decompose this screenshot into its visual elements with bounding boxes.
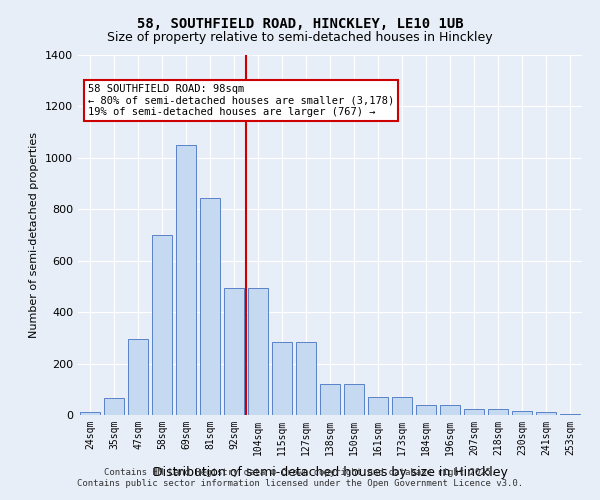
- Bar: [176, 145, 196, 415]
- Bar: [344, 384, 364, 415]
- Bar: [248, 288, 268, 415]
- Bar: [80, 412, 100, 415]
- Text: Size of property relative to semi-detached houses in Hinckley: Size of property relative to semi-detach…: [107, 31, 493, 44]
- Bar: [200, 198, 220, 415]
- Bar: [416, 404, 436, 415]
- Bar: [104, 398, 124, 415]
- Bar: [128, 339, 148, 415]
- Bar: [368, 397, 388, 415]
- Bar: [512, 411, 532, 415]
- Bar: [392, 397, 412, 415]
- Bar: [440, 404, 460, 415]
- Bar: [152, 235, 172, 415]
- Bar: [296, 342, 316, 415]
- Bar: [272, 342, 292, 415]
- Bar: [464, 408, 484, 415]
- Text: 58, SOUTHFIELD ROAD, HINCKLEY, LE10 1UB: 58, SOUTHFIELD ROAD, HINCKLEY, LE10 1UB: [137, 18, 463, 32]
- Bar: [320, 384, 340, 415]
- Bar: [560, 414, 580, 415]
- Text: 58 SOUTHFIELD ROAD: 98sqm
← 80% of semi-detached houses are smaller (3,178)
19% : 58 SOUTHFIELD ROAD: 98sqm ← 80% of semi-…: [88, 84, 394, 117]
- Bar: [536, 412, 556, 415]
- X-axis label: Distribution of semi-detached houses by size in Hinckley: Distribution of semi-detached houses by …: [152, 466, 508, 479]
- Bar: [224, 288, 244, 415]
- Bar: [488, 408, 508, 415]
- Y-axis label: Number of semi-detached properties: Number of semi-detached properties: [29, 132, 40, 338]
- Text: Contains HM Land Registry data © Crown copyright and database right 2025.
Contai: Contains HM Land Registry data © Crown c…: [77, 468, 523, 487]
